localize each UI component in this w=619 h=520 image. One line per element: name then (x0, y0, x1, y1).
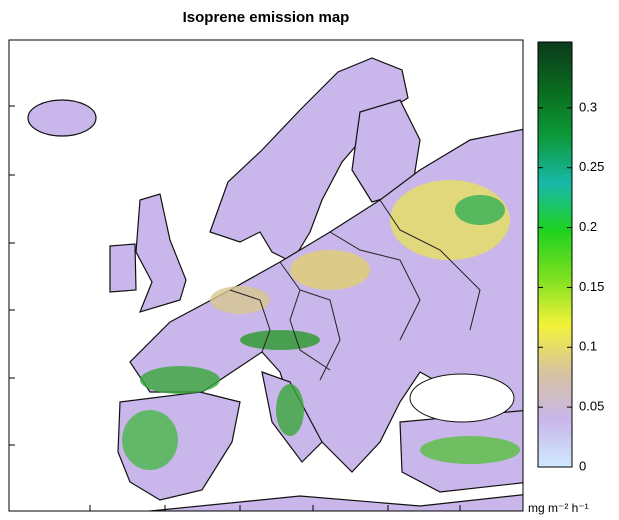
colorbar-tick-label: 0.25 (579, 159, 604, 174)
chart-title: Isoprene emission map (183, 9, 350, 26)
colorbar-tick-label: 0.1 (579, 339, 597, 354)
map-frame (8, 39, 524, 512)
frame-ticks (9, 105, 461, 511)
map (27, 57, 523, 511)
africa (143, 494, 523, 511)
colorbar-tick-label: 0 (579, 458, 586, 473)
colorbar-tick-label: 0.3 (579, 99, 597, 114)
ireland (109, 243, 137, 293)
iceland (27, 99, 97, 137)
colorbar-tick-label: 0.2 (579, 219, 597, 234)
colorbar-tick-label: 0.05 (579, 399, 604, 414)
black-sea (409, 373, 515, 423)
colorbar (537, 41, 573, 468)
great-britain (135, 193, 187, 313)
colorbar-unit: mg m⁻² h⁻¹ (528, 501, 589, 515)
colorbar-tick-label: 0.15 (579, 279, 604, 294)
